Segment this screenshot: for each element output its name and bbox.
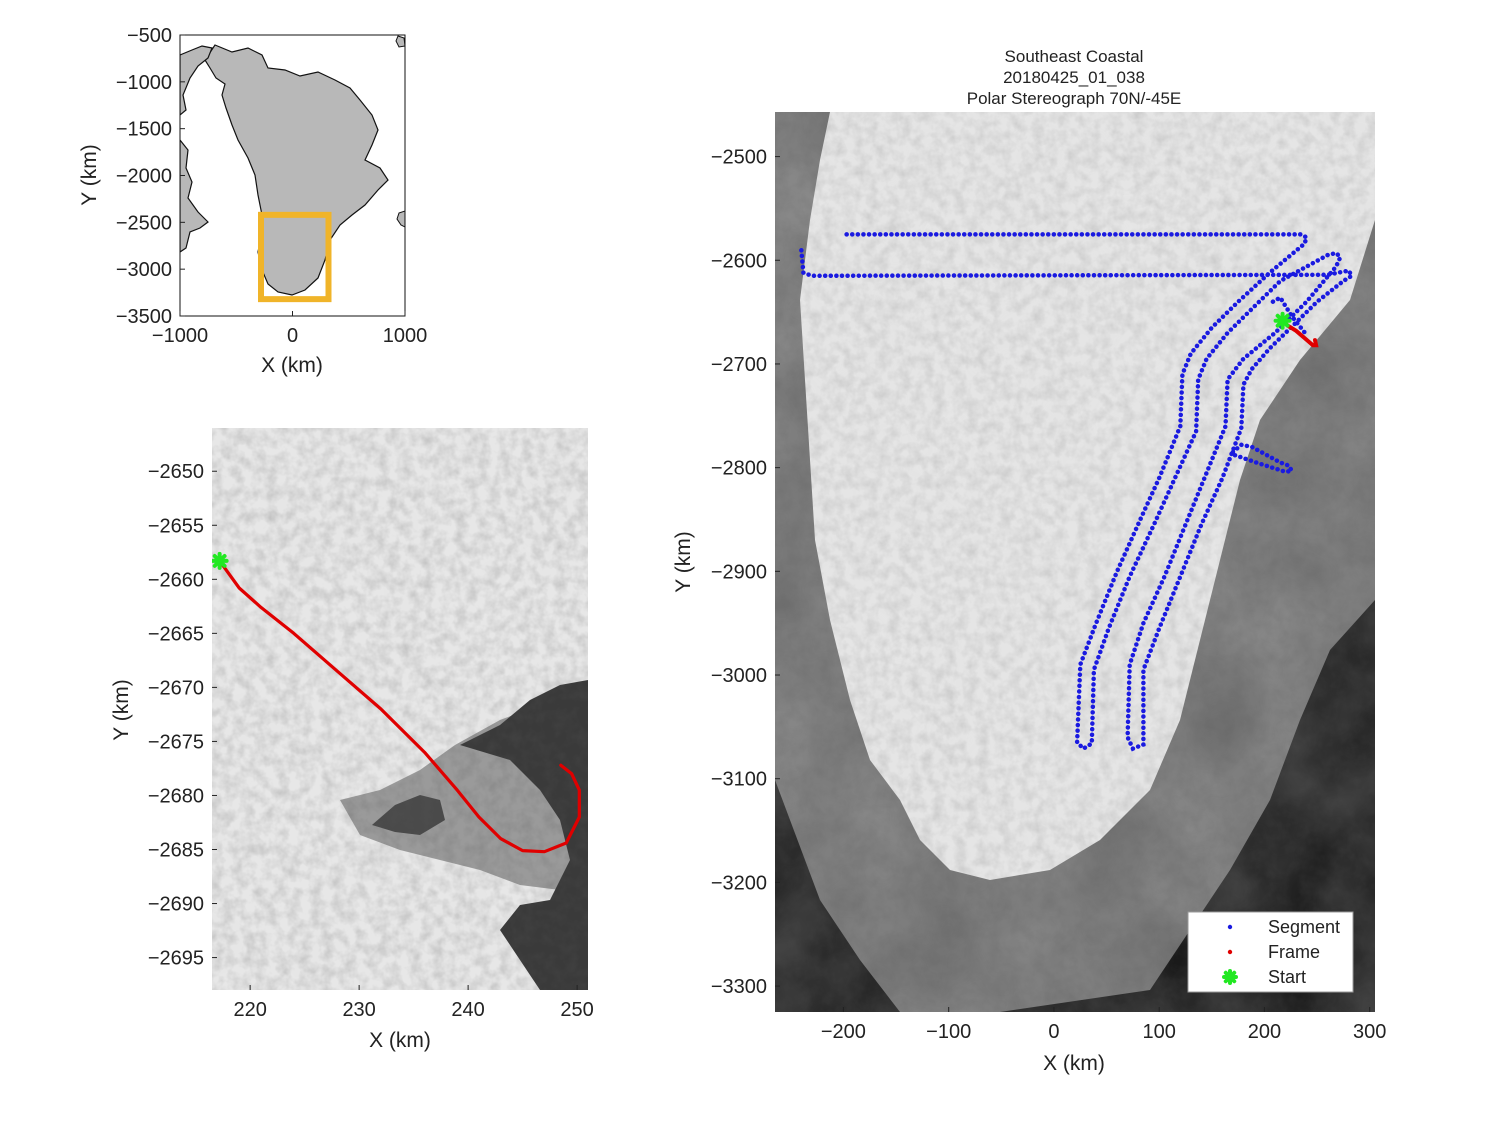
zoom-xtick-label: 220 <box>233 999 266 1021</box>
overview-ytick-label: −1500 <box>116 119 172 141</box>
overview-ytick-label: −3000 <box>116 259 172 281</box>
start-marker <box>1273 311 1292 330</box>
svalbard-island <box>395 35 405 48</box>
overview-ytick-label: −2500 <box>116 212 172 234</box>
frame-zoom-map: 220 230 240 250 −2650 −2655 −2660 −2665 −2670 −26… <box>110 428 594 1052</box>
segment-ytick-label: −2600 <box>711 250 767 272</box>
title-line-2: 20180425_01_038 <box>1003 68 1145 87</box>
segment-xtick-label: −200 <box>821 1021 866 1043</box>
zoom-y-label: Y (km) <box>110 679 133 740</box>
rock-texture <box>212 428 588 990</box>
zoom-ytick-label: −2670 <box>148 677 204 699</box>
segment-map: −200 −100 0 100 200 300 −2500 −2600 −2700 −2800 −2… <box>672 47 1386 1075</box>
overview-ytick-label: −1000 <box>116 72 172 94</box>
baffin-coast <box>180 139 209 253</box>
segment-ytick-label: −3000 <box>711 665 767 687</box>
zoom-xtick-label: 240 <box>451 999 484 1021</box>
legend-start-marker <box>1222 969 1238 985</box>
zoom-ytick-label: −2665 <box>148 623 204 645</box>
figure-title: Southeast Coastal 20180425_01_038 Polar … <box>967 47 1182 108</box>
segment-ytick-label: −3200 <box>711 872 767 894</box>
segment-xtick-label: 100 <box>1143 1021 1176 1043</box>
zoom-ytick-label: −2650 <box>148 461 204 483</box>
segment-ytick-label: −2700 <box>711 354 767 376</box>
overview-ytick-label: −500 <box>127 25 172 47</box>
zoom-ytick-label: −2655 <box>148 515 204 537</box>
frame-line <box>218 559 581 854</box>
overview-ytick-label: −2000 <box>116 166 172 188</box>
rock-speckle <box>775 112 1375 1012</box>
extent-box <box>258 211 332 303</box>
overview-xtick-label: −1000 <box>152 325 208 347</box>
zoom-ytick-label: −2690 <box>148 894 204 916</box>
segment-xtick-label: 0 <box>1048 1021 1059 1043</box>
legend-segment-label: Segment <box>1268 917 1340 937</box>
segment-ytick-label: −2500 <box>711 147 767 169</box>
zoom-ytick-label: −2695 <box>148 948 204 970</box>
zoom-ytick-label: −2675 <box>148 731 204 753</box>
title-line-3: Polar Stereograph 70N/-45E <box>967 89 1182 108</box>
legend-frame-marker <box>1227 949 1233 955</box>
ellesmere-coast <box>180 45 213 116</box>
segment-line <box>799 232 1355 752</box>
overview-xtick-label: 0 <box>287 325 298 347</box>
zoom-ytick-label: −2660 <box>148 569 204 591</box>
segment-ytick-label: −2800 <box>711 458 767 480</box>
legend-start-label: Start <box>1268 967 1306 987</box>
segment-ticks: −200 −100 0 100 200 300 −2500 −2600 −2700 −2800 −2… <box>711 147 1387 1043</box>
legend-frame-label: Frame <box>1268 942 1320 962</box>
segment-xtick-label: 300 <box>1353 1021 1386 1043</box>
segment-x-label: X (km) <box>1043 1052 1105 1075</box>
segment-ytick-label: −2900 <box>711 561 767 583</box>
segment-xtick-label: 200 <box>1248 1021 1281 1043</box>
zoom-ytick-label: −2685 <box>148 840 204 862</box>
segment-ytick-label: −3100 <box>711 769 767 791</box>
overview-map: −1000 0 1000 −500 −1000 −1500 −2000 −2500 −3000 −… <box>78 25 427 377</box>
overview-ytick-label: −3500 <box>116 306 172 328</box>
overview-y-label: Y (km) <box>78 144 101 205</box>
zoom-xtick-label: 250 <box>560 999 593 1021</box>
segment-y-label: Y (km) <box>672 531 695 592</box>
segment-branch <box>1270 294 1309 338</box>
overview-x-label: X (km) <box>261 354 323 377</box>
zoom-ticks: 220 230 240 250 −2650 −2655 −2660 −2665 −2670 −26… <box>148 461 594 1021</box>
iceland-edge <box>396 210 405 228</box>
legend-box <box>1187 911 1354 993</box>
legend: Segment Frame Start <box>1187 911 1354 993</box>
segment-ytick-label: −3300 <box>711 976 767 998</box>
zoom-ytick-label: −2680 <box>148 785 204 807</box>
zoom-xtick-label: 230 <box>342 999 375 1021</box>
segment-xtick-label: −100 <box>926 1021 971 1043</box>
zoom-x-label: X (km) <box>369 1029 431 1052</box>
overview-ticks: −1000 0 1000 −500 −1000 −1500 −2000 −2500 −3000 −… <box>116 25 427 347</box>
legend-segment-marker <box>1227 924 1233 930</box>
overview-xtick-label: 1000 <box>383 325 428 347</box>
title-line-1: Southeast Coastal <box>1005 47 1144 66</box>
segment-inlet-loop <box>1230 442 1296 475</box>
start-marker <box>212 551 229 570</box>
